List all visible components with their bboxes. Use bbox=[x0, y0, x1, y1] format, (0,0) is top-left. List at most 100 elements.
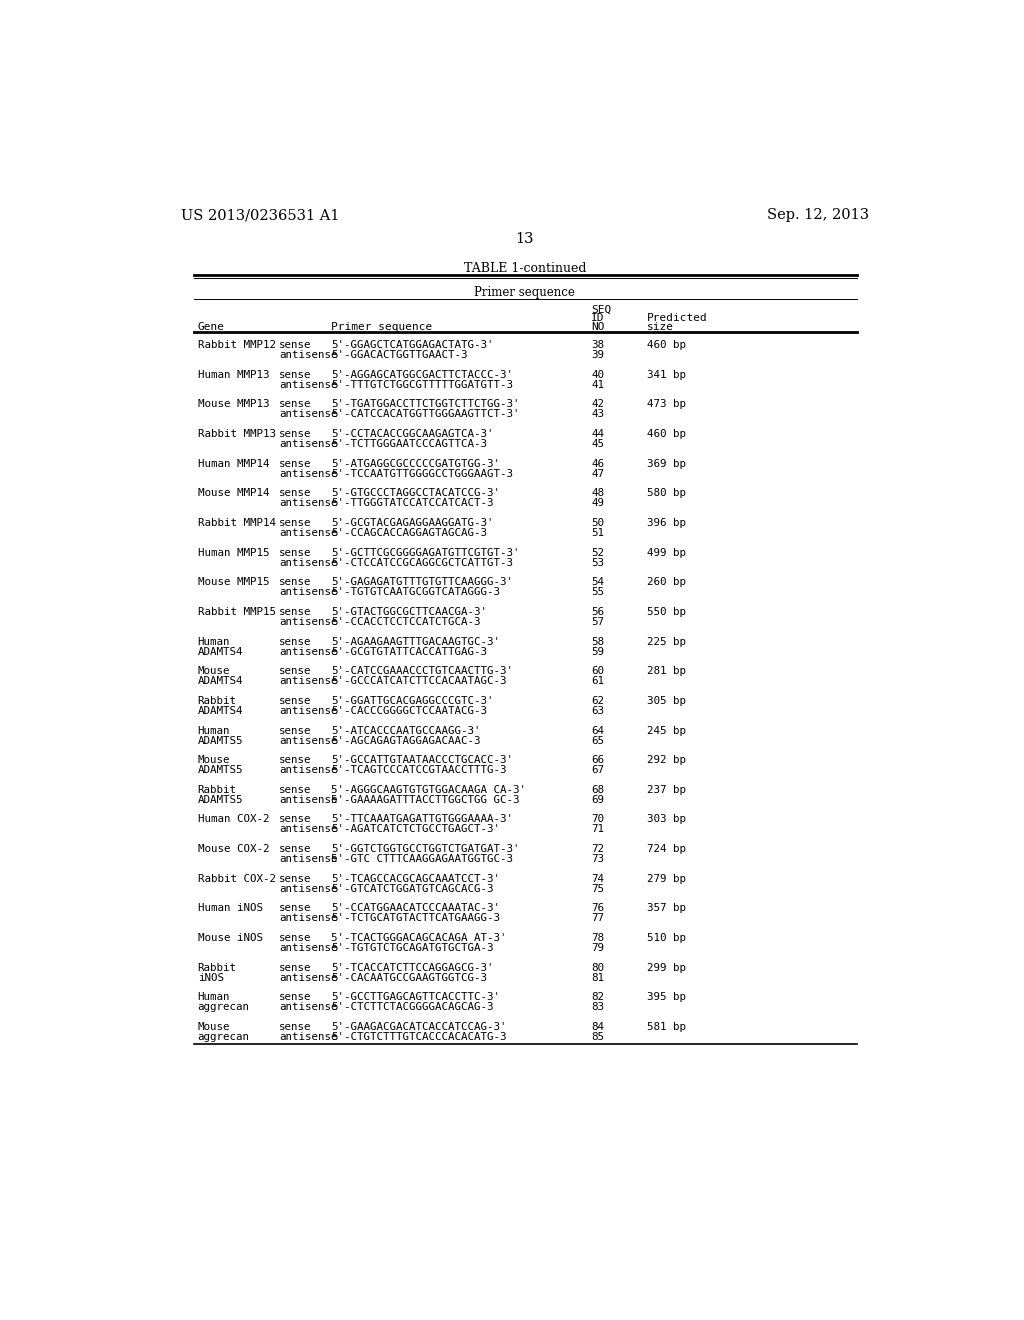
Text: Rabbit MMP13: Rabbit MMP13 bbox=[198, 429, 275, 440]
Text: 67: 67 bbox=[592, 766, 604, 775]
Text: 55: 55 bbox=[592, 587, 604, 597]
Text: 5'-CTCTTCTACGGGGACAGCAG-3: 5'-CTCTTCTACGGGGACAGCAG-3 bbox=[331, 1002, 494, 1012]
Text: Mouse: Mouse bbox=[198, 667, 230, 676]
Text: Mouse: Mouse bbox=[198, 1022, 230, 1032]
Text: antisense: antisense bbox=[280, 409, 338, 420]
Text: 66: 66 bbox=[592, 755, 604, 766]
Text: NO: NO bbox=[592, 322, 605, 331]
Text: antisense: antisense bbox=[280, 706, 338, 715]
Text: 5'-CATCCACATGGTTGGGAAGTTCT-3': 5'-CATCCACATGGTTGGGAAGTTCT-3' bbox=[331, 409, 519, 420]
Text: 44: 44 bbox=[592, 429, 604, 440]
Text: sense: sense bbox=[280, 933, 311, 942]
Text: 5'-GCGTACGAGAGGAAGGATG-3': 5'-GCGTACGAGAGGAAGGATG-3' bbox=[331, 517, 494, 528]
Text: 5'-TCTTGGGAATCCCAGTTCA-3: 5'-TCTTGGGAATCCCAGTTCA-3 bbox=[331, 440, 487, 449]
Text: antisense: antisense bbox=[280, 440, 338, 449]
Text: antisense: antisense bbox=[280, 825, 338, 834]
Text: 72: 72 bbox=[592, 843, 604, 854]
Text: 5'-CCAGCACCAGGAGTAGCAG-3: 5'-CCAGCACCAGGAGTAGCAG-3 bbox=[331, 528, 487, 539]
Text: sense: sense bbox=[280, 607, 311, 616]
Text: Sep. 12, 2013: Sep. 12, 2013 bbox=[767, 209, 869, 223]
Text: antisense: antisense bbox=[280, 973, 338, 982]
Text: 74: 74 bbox=[592, 874, 604, 883]
Text: 52: 52 bbox=[592, 548, 604, 557]
Text: sense: sense bbox=[280, 370, 311, 380]
Text: 68: 68 bbox=[592, 785, 604, 795]
Text: sense: sense bbox=[280, 785, 311, 795]
Text: sense: sense bbox=[280, 993, 311, 1002]
Text: 5'-AGCAGAGTAGGAGACAAC-3: 5'-AGCAGAGTAGGAGACAAC-3 bbox=[331, 735, 480, 746]
Text: 245 bp: 245 bp bbox=[647, 726, 686, 735]
Text: 48: 48 bbox=[592, 488, 604, 499]
Text: Mouse COX-2: Mouse COX-2 bbox=[198, 843, 269, 854]
Text: 5'-GCCCATCATCTTCCACAATAGC-3: 5'-GCCCATCATCTTCCACAATAGC-3 bbox=[331, 676, 507, 686]
Text: Human: Human bbox=[198, 726, 230, 735]
Text: 473 bp: 473 bp bbox=[647, 400, 686, 409]
Text: sense: sense bbox=[280, 843, 311, 854]
Text: 84: 84 bbox=[592, 1022, 604, 1032]
Text: antisense: antisense bbox=[280, 1032, 338, 1041]
Text: 5'-CCACCTCCTCCATCTGCA-3: 5'-CCACCTCCTCCATCTGCA-3 bbox=[331, 616, 480, 627]
Text: 5'-TCTGCATGTACTTCATGAAGG-3: 5'-TCTGCATGTACTTCATGAAGG-3 bbox=[331, 913, 500, 924]
Text: 85: 85 bbox=[592, 1032, 604, 1041]
Text: Human MMP14: Human MMP14 bbox=[198, 459, 269, 469]
Text: ADAMTS4: ADAMTS4 bbox=[198, 647, 244, 656]
Text: 75: 75 bbox=[592, 884, 604, 894]
Text: 5'-TCACTGGGACAGCACAGA AT-3': 5'-TCACTGGGACAGCACAGA AT-3' bbox=[331, 933, 507, 942]
Text: Mouse MMP15: Mouse MMP15 bbox=[198, 577, 269, 587]
Text: 5'-TGATGGACCTTCTGGTCTTCTGG-3': 5'-TGATGGACCTTCTGGTCTTCTGG-3' bbox=[331, 400, 519, 409]
Text: antisense: antisense bbox=[280, 469, 338, 479]
Text: 58: 58 bbox=[592, 636, 604, 647]
Text: Human COX-2: Human COX-2 bbox=[198, 814, 269, 825]
Text: Rabbit MMP15: Rabbit MMP15 bbox=[198, 607, 275, 616]
Text: sense: sense bbox=[280, 667, 311, 676]
Text: antisense: antisense bbox=[280, 647, 338, 656]
Text: 70: 70 bbox=[592, 814, 604, 825]
Text: antisense: antisense bbox=[280, 942, 338, 953]
Text: 5'-GGACACTGGTTGAACT-3: 5'-GGACACTGGTTGAACT-3 bbox=[331, 350, 468, 360]
Text: antisense: antisense bbox=[280, 766, 338, 775]
Text: 5'-GTCATCTGGATGTCAGCACG-3: 5'-GTCATCTGGATGTCAGCACG-3 bbox=[331, 884, 494, 894]
Text: 5'-TCACCATCTTCCAGGAGCG-3': 5'-TCACCATCTTCCAGGAGCG-3' bbox=[331, 962, 494, 973]
Text: 580 bp: 580 bp bbox=[647, 488, 686, 499]
Text: antisense: antisense bbox=[280, 616, 338, 627]
Text: 5'-GGTCTGGTGCCTGGTCTGATGAT-3': 5'-GGTCTGGTGCCTGGTCTGATGAT-3' bbox=[331, 843, 519, 854]
Text: Primer sequence: Primer sequence bbox=[331, 322, 432, 331]
Text: 724 bp: 724 bp bbox=[647, 843, 686, 854]
Text: 80: 80 bbox=[592, 962, 604, 973]
Text: sense: sense bbox=[280, 400, 311, 409]
Text: 460 bp: 460 bp bbox=[647, 429, 686, 440]
Text: 5'-GCGTGTATTCACCATTGAG-3: 5'-GCGTGTATTCACCATTGAG-3 bbox=[331, 647, 487, 656]
Text: sense: sense bbox=[280, 577, 311, 587]
Text: 395 bp: 395 bp bbox=[647, 993, 686, 1002]
Text: 51: 51 bbox=[592, 528, 604, 539]
Text: 64: 64 bbox=[592, 726, 604, 735]
Text: 5'-GTACTGGCGCTTCAACGA-3': 5'-GTACTGGCGCTTCAACGA-3' bbox=[331, 607, 487, 616]
Text: 550 bp: 550 bp bbox=[647, 607, 686, 616]
Text: 225 bp: 225 bp bbox=[647, 636, 686, 647]
Text: 5'-GCCATTGTAATAACCCTGCACC-3': 5'-GCCATTGTAATAACCCTGCACC-3' bbox=[331, 755, 513, 766]
Text: 56: 56 bbox=[592, 607, 604, 616]
Text: 60: 60 bbox=[592, 667, 604, 676]
Text: ADAMTS5: ADAMTS5 bbox=[198, 795, 244, 805]
Text: antisense: antisense bbox=[280, 884, 338, 894]
Text: 260 bp: 260 bp bbox=[647, 577, 686, 587]
Text: 5'-GAAGACGACATCACCATCCAG-3': 5'-GAAGACGACATCACCATCCAG-3' bbox=[331, 1022, 507, 1032]
Text: Human: Human bbox=[198, 636, 230, 647]
Text: antisense: antisense bbox=[280, 1002, 338, 1012]
Text: 83: 83 bbox=[592, 1002, 604, 1012]
Text: 57: 57 bbox=[592, 616, 604, 627]
Text: sense: sense bbox=[280, 429, 311, 440]
Text: 47: 47 bbox=[592, 469, 604, 479]
Text: Human: Human bbox=[198, 993, 230, 1002]
Text: antisense: antisense bbox=[280, 350, 338, 360]
Text: Mouse MMP14: Mouse MMP14 bbox=[198, 488, 269, 499]
Text: 369 bp: 369 bp bbox=[647, 459, 686, 469]
Text: Human MMP15: Human MMP15 bbox=[198, 548, 269, 557]
Text: iNOS: iNOS bbox=[198, 973, 224, 982]
Text: 65: 65 bbox=[592, 735, 604, 746]
Text: sense: sense bbox=[280, 517, 311, 528]
Text: 460 bp: 460 bp bbox=[647, 341, 686, 350]
Text: antisense: antisense bbox=[280, 528, 338, 539]
Text: 5'-GCTTCGCGGGGAGATGTTCGTGT-3': 5'-GCTTCGCGGGGAGATGTTCGTGT-3' bbox=[331, 548, 519, 557]
Text: 279 bp: 279 bp bbox=[647, 874, 686, 883]
